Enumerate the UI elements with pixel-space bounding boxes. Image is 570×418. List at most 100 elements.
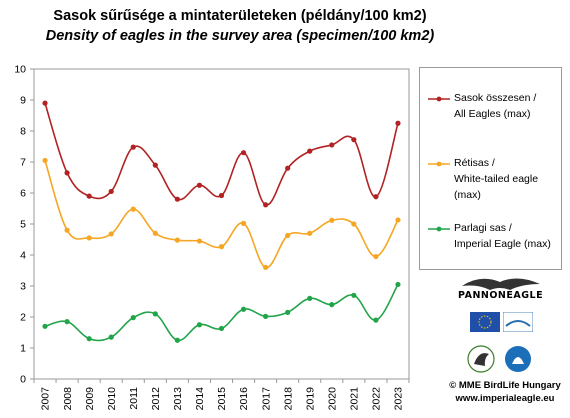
eu-life-logo-icon <box>470 312 500 332</box>
data-point-white-tailed <box>152 230 158 236</box>
data-point-all-eagles <box>108 188 114 195</box>
x-tick-label: 2018 <box>282 387 294 411</box>
legend-label-white-tailed-en: White-tailed eagle (max) <box>454 173 539 201</box>
data-point-imperial <box>307 295 313 301</box>
data-point-all-eagles <box>307 148 313 154</box>
y-tick-label: 10 <box>14 64 26 76</box>
x-tick-label: 2016 <box>238 387 250 411</box>
data-point-imperial <box>42 323 48 329</box>
legend: Sasok összesen / All Eagles (max) Rétisa… <box>419 67 562 270</box>
x-tick-label: 2007 <box>40 387 52 411</box>
x-tick-label: 2012 <box>150 387 162 411</box>
data-point-white-tailed <box>263 264 269 270</box>
footer-url: www.imperialeagle.eu <box>455 393 555 404</box>
x-tick-label: 2015 <box>216 387 228 411</box>
data-point-imperial <box>395 281 401 288</box>
footer-organization: © MME BirdLife Hungary <box>449 380 561 391</box>
chart-title-english: Density of eagles in the survey area (sp… <box>45 28 435 44</box>
data-point-all-eagles <box>130 144 136 150</box>
x-tick-label: 2021 <box>349 387 361 411</box>
bird-emblem-icon <box>467 345 495 373</box>
data-point-imperial <box>263 313 269 319</box>
data-point-white-tailed <box>174 237 180 243</box>
data-point-white-tailed <box>307 230 313 236</box>
data-point-all-eagles <box>395 120 401 126</box>
data-point-all-eagles <box>240 150 247 156</box>
y-tick-label: 5 <box>20 219 26 231</box>
y-tick-label: 0 <box>20 374 26 386</box>
legend-label-white-tailed-hu: Rétisas / <box>454 157 495 169</box>
data-point-imperial <box>218 325 225 332</box>
legend-swatch-white-tailed <box>428 161 450 167</box>
data-point-all-eagles <box>86 193 92 199</box>
x-tick-label: 2019 <box>304 387 316 411</box>
natura2000-logo-icon <box>503 312 533 332</box>
data-point-imperial <box>329 302 335 308</box>
legend-label-all-eagles-hu: Sasok összesen / <box>454 92 537 104</box>
data-point-white-tailed <box>329 217 335 223</box>
data-point-imperial <box>130 315 136 321</box>
data-point-white-tailed <box>42 157 48 164</box>
data-point-imperial <box>373 317 379 323</box>
eagle-logo-icon <box>462 278 540 290</box>
data-point-imperial <box>240 306 247 312</box>
data-point-all-eagles <box>64 170 70 176</box>
pannoneagle-logo: PANNONEAGLE <box>458 290 544 301</box>
x-tick-label: 2008 <box>62 387 74 411</box>
data-point-imperial <box>86 336 92 342</box>
data-point-all-eagles <box>42 100 48 106</box>
data-point-imperial <box>196 322 203 328</box>
legend-label-imperial-en: Imperial Eagle (max) <box>454 238 551 250</box>
data-point-all-eagles <box>285 165 291 171</box>
chart-title-hungarian: Sasok sűrűsége a mintaterületeken (példá… <box>53 8 427 24</box>
data-point-white-tailed <box>196 238 203 244</box>
y-tick-label: 9 <box>20 95 26 107</box>
data-point-imperial <box>64 319 70 325</box>
y-tick-label: 3 <box>20 281 26 293</box>
legend-label-imperial-hu: Parlagi sas / <box>454 222 512 234</box>
y-tick-label: 6 <box>20 188 26 200</box>
data-point-imperial <box>285 309 291 315</box>
legend-swatch-imperial <box>428 226 450 232</box>
y-tick-label: 1 <box>20 343 26 355</box>
data-point-all-eagles <box>351 137 357 143</box>
logo-area: PANNONEAGLE © MME BirdLife Hungary www.i… <box>440 272 570 418</box>
y-tick-label: 4 <box>20 250 26 262</box>
birdlife-logo-icon <box>505 346 531 372</box>
data-point-all-eagles <box>174 196 180 202</box>
y-tick-label: 7 <box>20 157 26 169</box>
x-tick-label: 2011 <box>128 387 140 410</box>
data-point-white-tailed <box>351 221 357 227</box>
data-point-imperial <box>152 311 158 317</box>
data-point-white-tailed <box>240 220 247 226</box>
data-point-all-eagles <box>263 202 269 208</box>
y-tick-label: 2 <box>20 312 26 324</box>
legend-swatch-all-eagles <box>428 96 450 102</box>
data-point-white-tailed <box>373 253 379 260</box>
x-tick-label: 2009 <box>84 387 96 411</box>
data-point-all-eagles <box>152 162 158 168</box>
data-point-imperial <box>108 334 114 340</box>
data-point-white-tailed <box>108 231 114 237</box>
x-tick-label: 2013 <box>172 387 184 411</box>
data-point-white-tailed <box>395 217 401 223</box>
data-point-white-tailed <box>130 206 136 212</box>
data-point-imperial <box>174 337 180 343</box>
x-tick-label: 2022 <box>371 387 383 411</box>
data-point-all-eagles <box>196 182 203 188</box>
legend-label-all-eagles-en: All Eagles (max) <box>454 108 531 120</box>
data-point-all-eagles <box>218 192 225 199</box>
data-point-white-tailed <box>86 235 92 241</box>
x-tick-label: 2020 <box>326 387 338 411</box>
x-tick-label: 2017 <box>260 387 272 411</box>
data-point-imperial <box>351 292 357 298</box>
y-tick-label: 8 <box>20 126 26 138</box>
x-tick-label: 2010 <box>106 387 118 411</box>
data-point-all-eagles <box>373 194 379 200</box>
x-tick-label: 2023 <box>393 387 405 411</box>
data-point-all-eagles <box>329 142 335 148</box>
x-tick-label: 2014 <box>194 387 206 411</box>
data-point-white-tailed <box>64 227 70 233</box>
data-point-white-tailed <box>218 244 225 250</box>
